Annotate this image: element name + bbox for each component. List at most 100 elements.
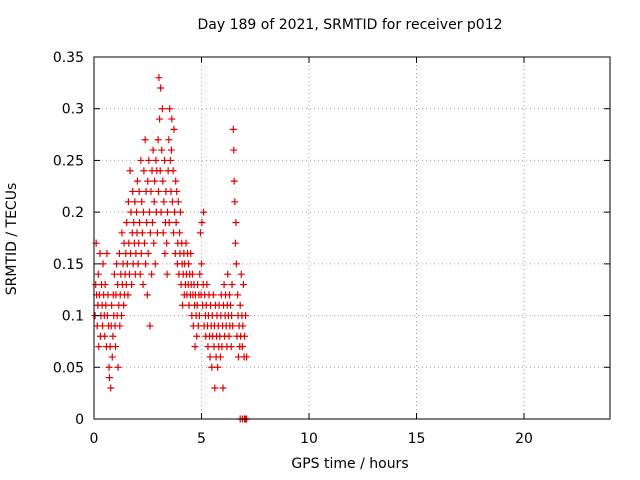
- data-point: [141, 136, 149, 144]
- data-point: [94, 270, 102, 278]
- data-point: [229, 322, 237, 330]
- data-point: [224, 270, 232, 278]
- data-point: [108, 301, 116, 309]
- data-point: [216, 353, 224, 361]
- data-point: [196, 270, 204, 278]
- plot-frame: [93, 56, 611, 420]
- data-point: [161, 250, 169, 258]
- data-point: [135, 187, 143, 195]
- data-point: [241, 332, 248, 340]
- data-point: [141, 239, 149, 247]
- data-point: [118, 229, 126, 237]
- data-point: [172, 218, 180, 226]
- data-point: [157, 84, 165, 92]
- data-point: [150, 198, 158, 206]
- data-point: [198, 260, 205, 268]
- data-point: [124, 291, 132, 299]
- data-points: [91, 74, 251, 423]
- data-point: [214, 363, 222, 371]
- data-point: [157, 208, 165, 216]
- data-point: [158, 146, 166, 154]
- data-point: [159, 229, 167, 237]
- data-point: [126, 167, 134, 175]
- data-point: [169, 167, 177, 175]
- data-point: [95, 343, 103, 351]
- y-tick-label: 0.3: [62, 102, 84, 118]
- data-point: [144, 177, 152, 185]
- data-point: [191, 343, 199, 351]
- y-tick-label: 0.15: [53, 257, 84, 273]
- data-point: [136, 218, 144, 226]
- data-point: [187, 250, 195, 258]
- data-point: [195, 312, 203, 320]
- data-point: [158, 105, 166, 113]
- data-point: [166, 105, 174, 113]
- x-tick-label: 5: [197, 431, 206, 447]
- x-tick-label: 0: [90, 431, 99, 447]
- data-point: [116, 322, 124, 330]
- data-point: [142, 260, 150, 268]
- data-point: [206, 353, 214, 361]
- x-tick-label: 10: [300, 431, 318, 447]
- data-point: [193, 332, 201, 340]
- data-point: [165, 218, 173, 226]
- data-point: [146, 322, 154, 330]
- data-point: [107, 384, 115, 392]
- data-point: [203, 281, 211, 289]
- data-point: [108, 353, 116, 361]
- data-point: [115, 250, 123, 258]
- x-tick-label: 15: [408, 431, 426, 447]
- data-point: [188, 270, 196, 278]
- data-point: [137, 156, 145, 164]
- data-point: [209, 291, 217, 299]
- data-point: [234, 291, 242, 299]
- data-point: [172, 177, 180, 185]
- data-point: [99, 322, 107, 330]
- y-tick-label: 0.25: [53, 153, 84, 169]
- data-point: [231, 198, 239, 206]
- data-point: [133, 177, 141, 185]
- data-point: [176, 208, 184, 216]
- data-point: [220, 281, 228, 289]
- data-point: [231, 239, 239, 247]
- data-point: [239, 322, 247, 330]
- data-point: [239, 281, 247, 289]
- data-point: [133, 208, 141, 216]
- data-point: [128, 281, 136, 289]
- data-point: [147, 187, 155, 195]
- data-point: [152, 156, 160, 164]
- data-point: [151, 177, 159, 185]
- grid-lines: [94, 57, 610, 419]
- data-point: [105, 363, 113, 371]
- data-point: [112, 343, 119, 351]
- data-point: [196, 229, 204, 237]
- data-point: [238, 343, 246, 351]
- data-point: [166, 156, 174, 164]
- data-point: [109, 332, 117, 340]
- data-point: [168, 115, 176, 123]
- data-point: [138, 229, 146, 237]
- data-point: [211, 384, 219, 392]
- data-point: [170, 229, 178, 237]
- y-tick-label: 0.35: [53, 50, 84, 66]
- data-point: [176, 229, 184, 237]
- data-point: [229, 125, 237, 133]
- data-point: [173, 187, 181, 195]
- data-point: [232, 260, 240, 268]
- data-point: [134, 260, 142, 268]
- data-point: [225, 291, 233, 299]
- data-point: [148, 270, 156, 278]
- data-point: [156, 115, 164, 123]
- data-point: [204, 343, 212, 351]
- data-point: [103, 250, 111, 258]
- data-point: [227, 301, 235, 309]
- data-point: [155, 74, 163, 82]
- data-point: [165, 136, 173, 144]
- data-point: [164, 208, 172, 216]
- data-point: [145, 156, 153, 164]
- data-point: [160, 198, 168, 206]
- chart-title: Day 189 of 2021, SRMTID for receiver p01…: [197, 17, 503, 33]
- y-tick-label: 0: [75, 412, 84, 428]
- x-axis-label: GPS time / hours: [291, 456, 409, 472]
